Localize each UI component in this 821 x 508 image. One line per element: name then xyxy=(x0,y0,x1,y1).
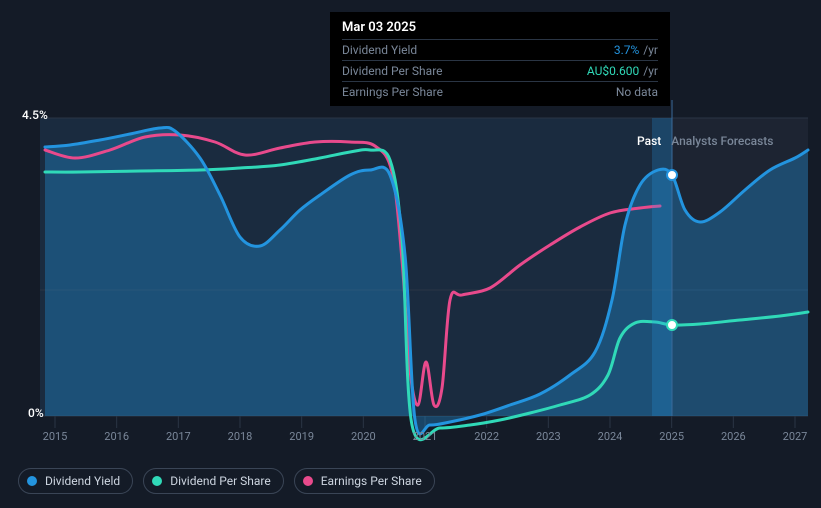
y-axis-min-label: 0% xyxy=(28,406,44,420)
legend-item[interactable]: Dividend Per Share xyxy=(143,468,284,494)
hover-tooltip: Mar 03 2025 Dividend Yield3.7%/yrDividen… xyxy=(330,12,670,106)
past-label: Past xyxy=(637,134,661,148)
legend-dot-icon xyxy=(152,476,162,486)
forecast-label: Analysts Forecasts xyxy=(671,134,773,148)
legend-label: Dividend Per Share xyxy=(170,474,271,488)
tooltip-metric-value: 3.7%/yr xyxy=(614,43,658,57)
legend-label: Earnings Per Share xyxy=(321,474,422,488)
yield-marker xyxy=(667,170,677,180)
y-axis-max-label: 4.5% xyxy=(22,108,48,122)
x-tick-label: 2023 xyxy=(536,430,561,443)
x-tick-label: 2015 xyxy=(43,430,68,443)
tooltip-metric-label: Earnings Per Share xyxy=(342,85,443,99)
x-tick-label: 2026 xyxy=(721,430,746,443)
legend-label: Dividend Yield xyxy=(45,474,120,488)
x-tick-label: 2021 xyxy=(413,430,438,443)
legend-item[interactable]: Dividend Yield xyxy=(18,468,133,494)
dividend-chart: Mar 03 2025 Dividend Yield3.7%/yrDividen… xyxy=(0,0,821,508)
hover-band xyxy=(652,118,672,416)
legend-dot-icon xyxy=(303,476,313,486)
tooltip-row: Dividend Per Share AU$0.600/yr xyxy=(342,60,658,81)
x-tick-label: 2020 xyxy=(351,430,376,443)
x-tick-label: 2018 xyxy=(228,430,253,443)
x-tick-label: 2022 xyxy=(474,430,499,443)
tooltip-metric-value: AU$0.600/yr xyxy=(587,64,658,78)
dps-marker xyxy=(667,320,677,330)
tooltip-metric-label: Dividend Per Share xyxy=(342,64,443,78)
period-labels: Past Analysts Forecasts xyxy=(637,134,773,148)
x-tick-label: 2019 xyxy=(289,430,314,443)
tooltip-row: Dividend Yield 3.7%/yr xyxy=(342,39,658,60)
legend-dot-icon xyxy=(27,476,37,486)
x-tick-label: 2027 xyxy=(783,430,808,443)
tooltip-metric-value: No data xyxy=(616,85,658,99)
tooltip-date: Mar 03 2025 xyxy=(342,20,658,39)
x-tick-label: 2024 xyxy=(598,430,623,443)
tooltip-row: Earnings Per Share No data xyxy=(342,81,658,102)
tooltip-metric-label: Dividend Yield xyxy=(342,43,417,57)
legend: Dividend Yield Dividend Per Share Earnings… xyxy=(18,468,435,494)
legend-item[interactable]: Earnings Per Share xyxy=(294,468,435,494)
x-tick-label: 2016 xyxy=(104,430,129,443)
x-tick-label: 2017 xyxy=(166,430,191,443)
x-tick-label: 2025 xyxy=(659,430,684,443)
